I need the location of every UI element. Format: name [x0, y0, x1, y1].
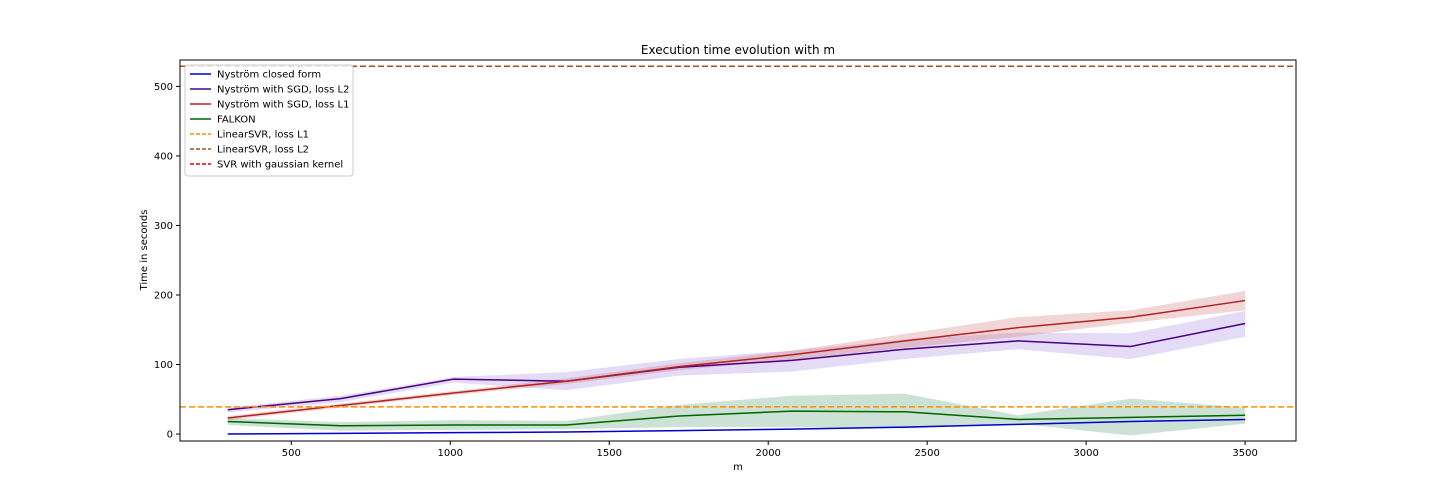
- x-tick-label: 1000: [438, 448, 463, 459]
- legend-label-falkon: FALKON: [217, 115, 256, 126]
- x-tick-label: 2000: [755, 448, 780, 459]
- plot-frame: [179, 59, 1297, 442]
- chart-title: Execution time evolution with m: [641, 43, 835, 57]
- series-lines: [180, 65, 1296, 435]
- legend-label-svr-with-gaussian-kernel: SVR with gaussian kernel: [217, 160, 343, 171]
- y-axis-label: Time in seconds: [139, 210, 150, 292]
- band-nystr-m-with-sgd-loss-l2: [227, 310, 1246, 413]
- legend-label-linearsvr-loss-l2: LinearSVR, loss L2: [217, 145, 309, 156]
- y-tick-label: 400: [154, 151, 173, 162]
- legend-label-nystr-m-with-sgd-loss-l2: Nyström with SGD, loss L2: [217, 85, 349, 96]
- line-nystr-m-with-sgd-loss-l1: [227, 299, 1246, 419]
- x-axis-ticks: 500 1000 1500 2000 2500 3000 3500: [282, 441, 1258, 459]
- legend-box: [184, 64, 354, 177]
- legend-label-nystr-m-with-sgd-loss-l1: Nyström with SGD, loss L1: [217, 100, 349, 111]
- y-tick-label: 300: [154, 221, 173, 232]
- y-tick-label: 500: [154, 82, 173, 93]
- line-nystr-m-closed-form: [227, 418, 1246, 435]
- x-axis-label: m: [733, 462, 743, 473]
- y-tick-label: 0: [167, 430, 173, 441]
- line-falkon: [227, 410, 1246, 427]
- legend: Nyström closed form Nyström with SGD, los…: [184, 64, 354, 177]
- x-tick-label: 3000: [1073, 448, 1098, 459]
- x-tick-label: 500: [282, 448, 301, 459]
- y-tick-label: 100: [154, 360, 173, 371]
- y-axis-ticks: 0 100 200 300 400 500: [154, 82, 180, 441]
- legend-label-nystr-m-closed-form: Nyström closed form: [217, 70, 321, 81]
- y-tick-label: 200: [154, 290, 173, 301]
- x-tick-label: 3500: [1232, 448, 1257, 459]
- line-nystr-m-with-sgd-loss-l2: [227, 322, 1246, 411]
- x-tick-label: 1500: [597, 448, 622, 459]
- band-nystr-m-with-sgd-loss-l1: [227, 290, 1246, 421]
- legend-label-linearsvr-loss-l1: LinearSVR, loss L1: [217, 130, 309, 141]
- x-tick-label: 2500: [914, 448, 939, 459]
